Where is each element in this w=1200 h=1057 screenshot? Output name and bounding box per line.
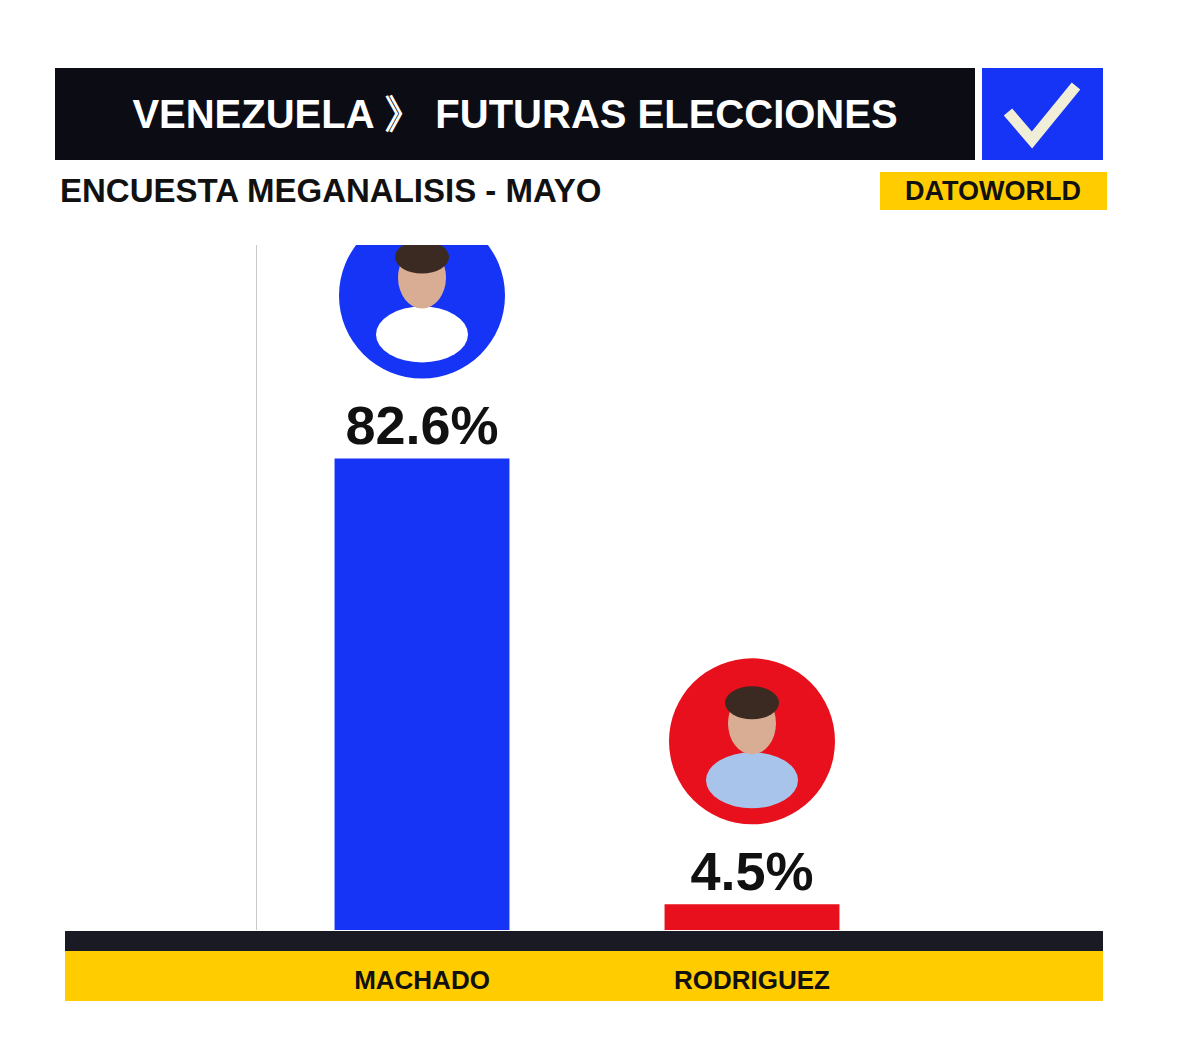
svg-text:RODRIGUEZ: RODRIGUEZ (674, 965, 830, 995)
svg-text:VENEZUELA 》 FUTURAS ELECCIONES: VENEZUELA 》 FUTURAS ELECCIONES (132, 92, 897, 136)
svg-text:ENCUESTA MEGANALISIS - MAYO: ENCUESTA MEGANALISIS - MAYO (60, 172, 602, 209)
svg-text:DATOWORLD: DATOWORLD (905, 176, 1081, 206)
svg-text:4.5%: 4.5% (690, 841, 813, 901)
svg-text:MACHADO: MACHADO (354, 965, 490, 995)
svg-text:82.6%: 82.6% (345, 395, 498, 455)
